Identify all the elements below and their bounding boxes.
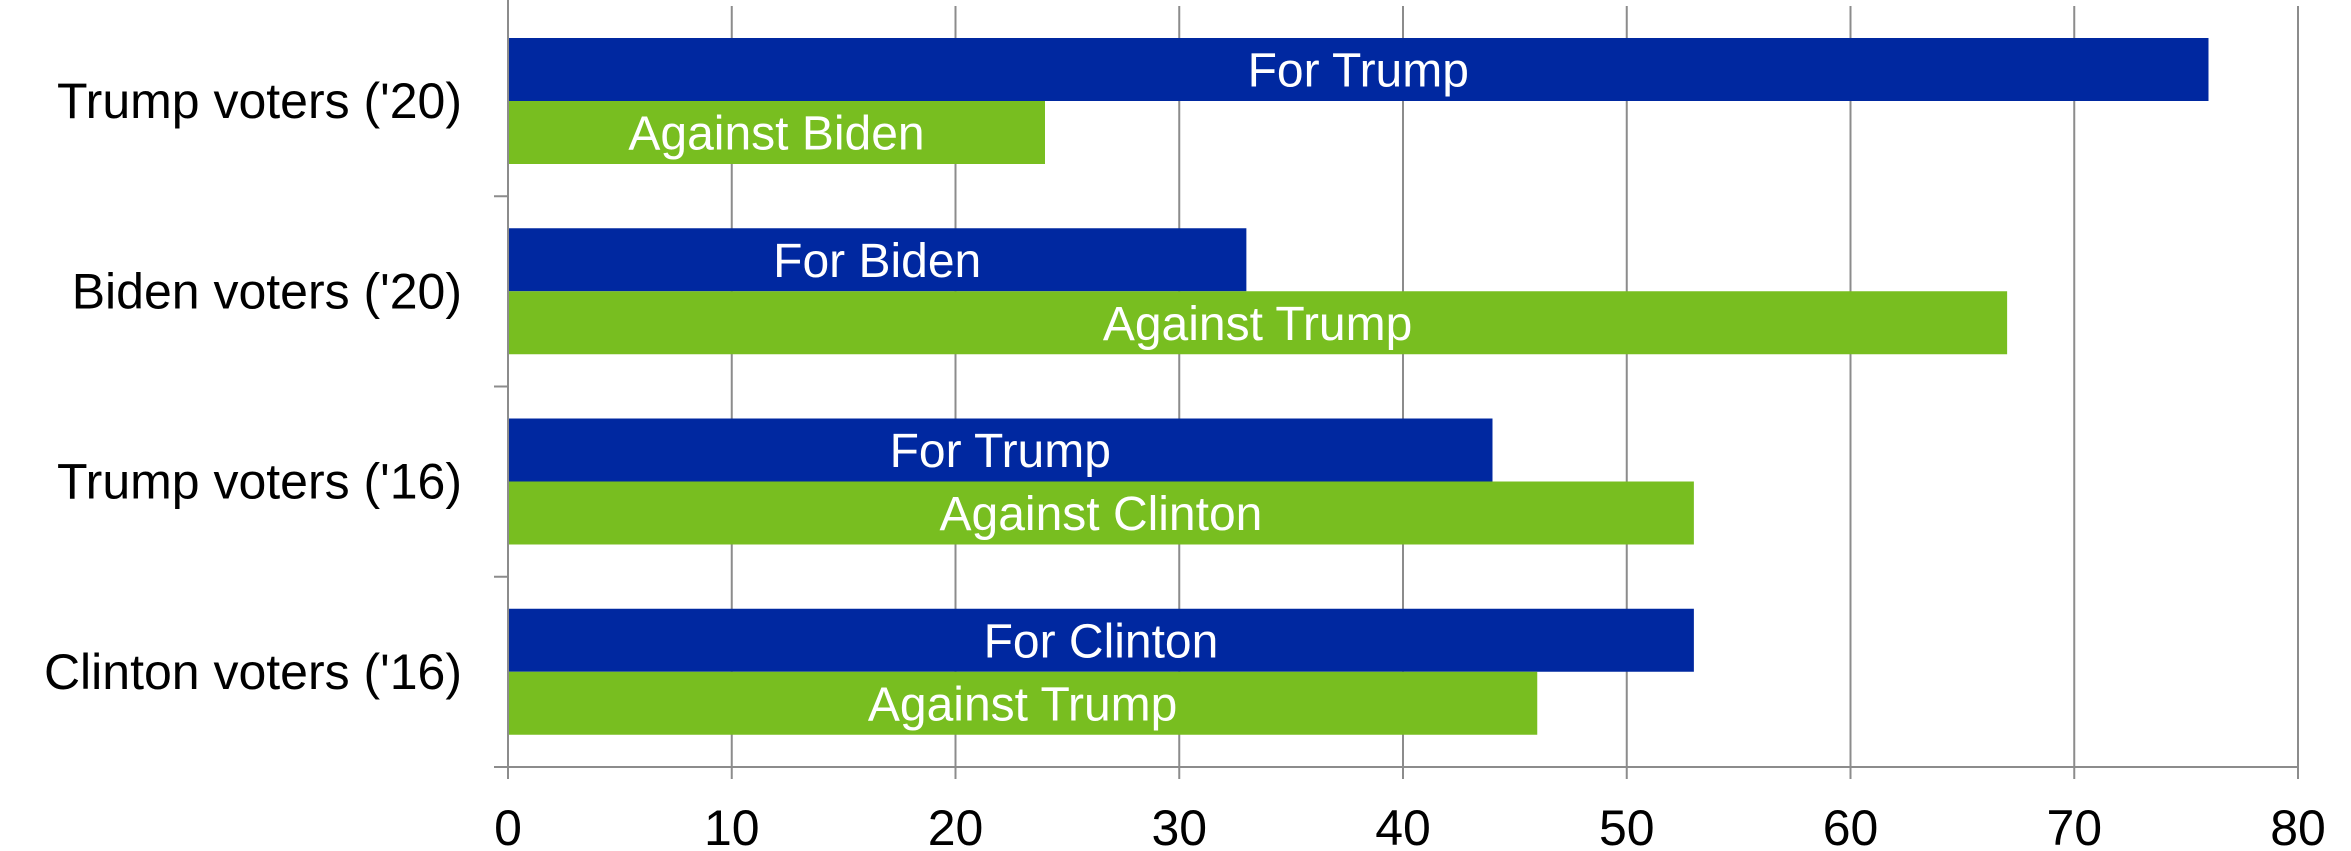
bar-label: Against Biden: [628, 108, 924, 161]
x-tick-label: 50: [1599, 800, 1655, 851]
category-label: Biden voters ('20): [72, 263, 462, 319]
x-tick-label: 70: [2046, 800, 2102, 851]
bar-label: For Biden: [773, 235, 981, 288]
x-tick-label: 30: [1151, 800, 1207, 851]
x-tick-label: 10: [704, 800, 760, 851]
category-label: Trump voters ('20): [57, 73, 462, 129]
bar: [508, 671, 1538, 735]
bar-label: Against Trump: [868, 678, 1177, 731]
x-tick-label: 40: [1375, 800, 1431, 851]
x-tick-label: 60: [1823, 800, 1879, 851]
bar: [508, 608, 1694, 672]
labels: For Trump Against Biden Trump voters ('20)…: [44, 45, 2326, 851]
bar-label: Against Trump: [1103, 298, 1412, 351]
category-label: Clinton voters ('16): [44, 644, 462, 700]
bar: [508, 101, 1045, 164]
bar: [508, 418, 1493, 482]
x-tick-label: 80: [2270, 800, 2326, 851]
bar-label: For Clinton: [984, 615, 1219, 668]
bar-label: For Trump: [890, 425, 1111, 478]
bar: [508, 228, 1247, 292]
axes: [494, 0, 2299, 779]
bar-label: Against Clinton: [940, 488, 1263, 541]
bar: [508, 481, 1694, 545]
bar-label: For Trump: [1248, 45, 1469, 98]
x-tick-label: 20: [928, 800, 984, 851]
x-tick-label: 0: [494, 800, 522, 851]
bar: [508, 38, 2209, 101]
bar: [508, 291, 2008, 355]
bars: [508, 38, 2209, 735]
category-label: Trump voters ('16): [57, 454, 462, 510]
